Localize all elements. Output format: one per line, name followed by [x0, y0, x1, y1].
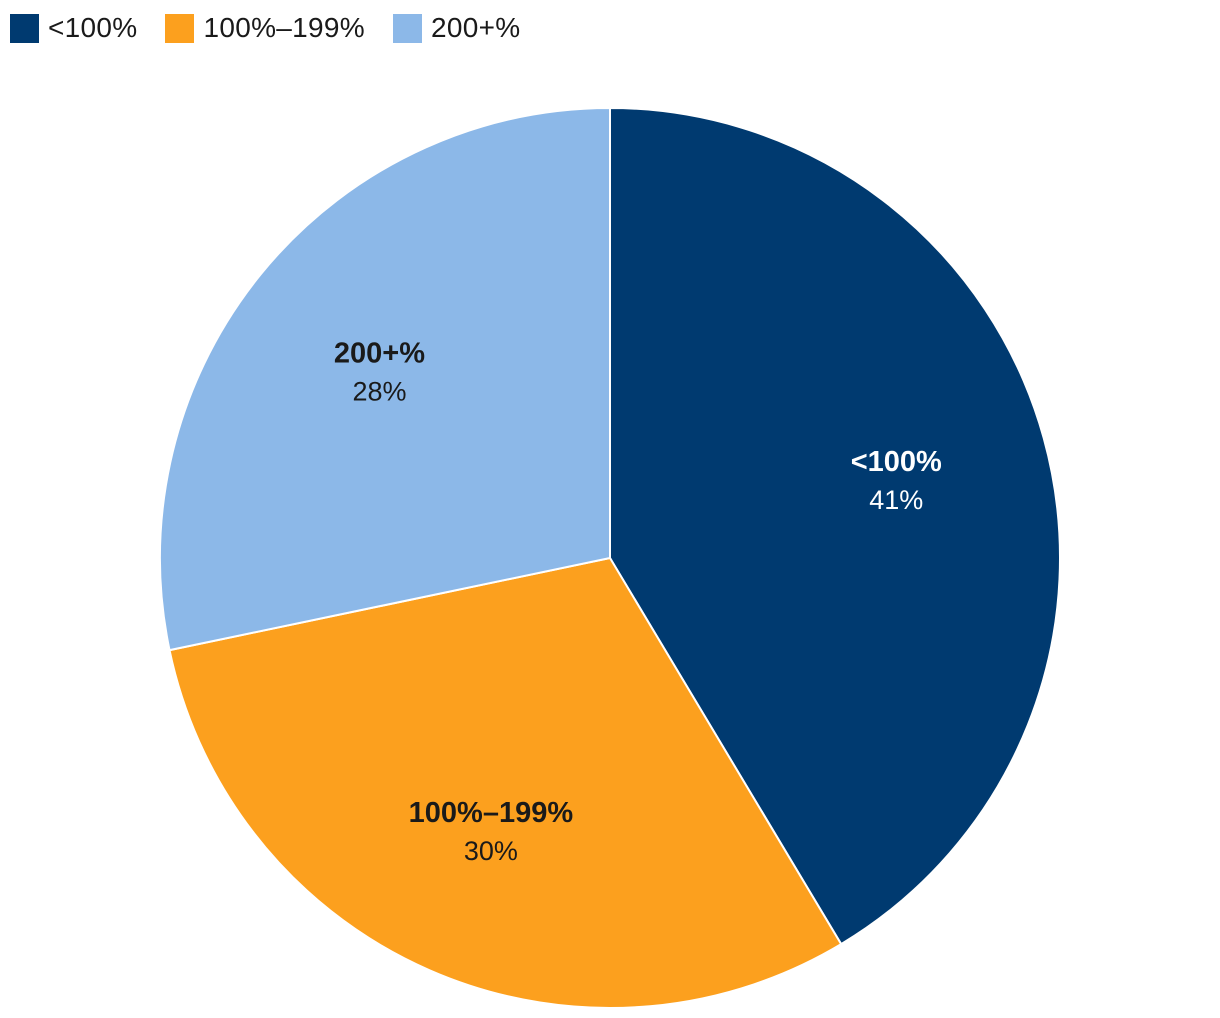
slice-value-200-plus: 28%: [352, 377, 406, 407]
legend-label-under-100: <100%: [48, 12, 138, 43]
pie-slice-200-plus: [159, 106, 611, 652]
slice-label-under-100: <100%: [851, 446, 942, 478]
slice-label-100-199: 100%–199%: [409, 797, 574, 829]
legend: <100% 100%–199% 200+%: [10, 12, 520, 44]
legend-label-100-199: 100%–199%: [203, 12, 365, 43]
slice-value-under-100: 41%: [869, 485, 923, 515]
slice-label-200-plus: 200+%: [334, 338, 425, 370]
pie-slice-100-199: [168, 556, 843, 1009]
legend-label-200-plus: 200+%: [430, 12, 521, 43]
slice-value-100-199: 30%: [464, 836, 518, 866]
legend-swatch-100-199: [165, 13, 195, 43]
legend-swatch-under-100: [10, 13, 39, 43]
legend-item-100-199: 100%–199%: [165, 12, 365, 44]
legend-item-under-100: <100%: [10, 12, 137, 44]
pie-slice-under-100: [609, 106, 1061, 946]
legend-swatch-200-plus: [392, 13, 422, 43]
legend-item-200-plus: 200+%: [392, 12, 521, 44]
